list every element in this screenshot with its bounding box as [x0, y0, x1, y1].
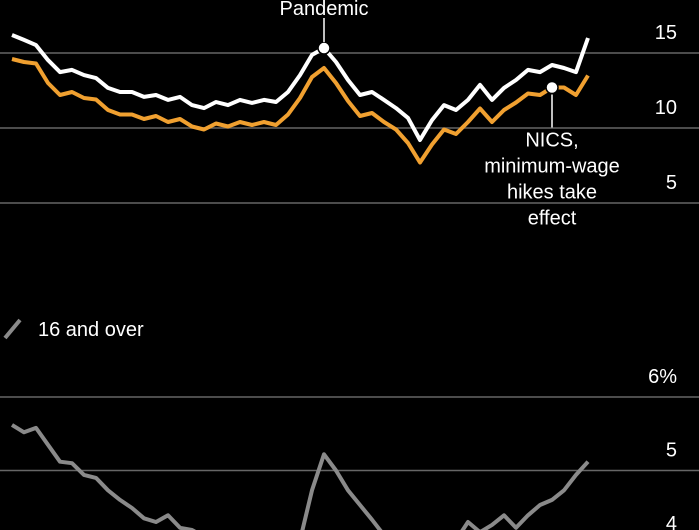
legend-label: 16 and over [38, 319, 144, 341]
y-tick-label: 5 [666, 440, 677, 462]
y-tick-label: 5 [666, 172, 677, 194]
y-tick-label: 15 [655, 22, 677, 44]
series-line [11, 57, 590, 165]
annotation-point [545, 80, 559, 95]
y-tick-label: 4 [666, 513, 677, 530]
series-line [10, 423, 590, 530]
annotation-text: Pandemic [280, 0, 369, 20]
y-tick-label: 10 [655, 97, 677, 119]
y-tick-label: 6% [648, 366, 677, 388]
legend-icon [3, 318, 22, 340]
annotation-point [317, 41, 331, 55]
annotation-text: hikes take [507, 182, 597, 204]
series-line [11, 33, 590, 142]
annotation-text: effect [528, 208, 577, 230]
annotation-text: minimum-wage [484, 156, 620, 178]
annotation-text: NICS, [525, 130, 578, 152]
